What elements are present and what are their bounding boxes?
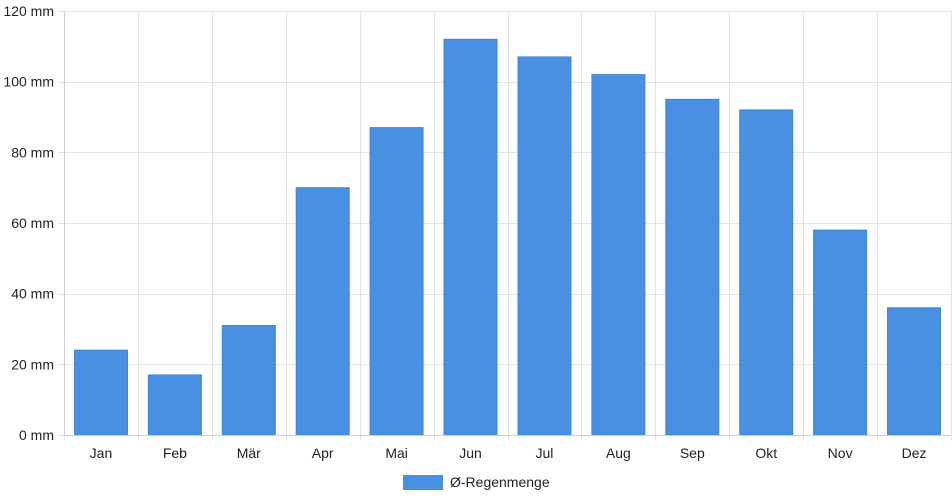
x-tick-label: Dez (902, 445, 927, 461)
bar-sep (665, 98, 720, 436)
x-tick-label: Jan (90, 445, 113, 461)
bars (74, 38, 941, 436)
x-tick-label: Okt (755, 445, 777, 461)
bar-mai (369, 127, 424, 436)
y-tick-label: 40 mm (11, 286, 54, 302)
legend-label: Ø-Regenmenge (450, 474, 550, 490)
legend-swatch (403, 475, 443, 490)
grid-lines (58, 11, 952, 441)
x-tick-labels: Jan Feb Mär Apr Mai Jun Jul Aug Sep Okt Nov Dez (90, 445, 927, 461)
bar-okt (739, 109, 794, 436)
x-tick-label: Jun (459, 445, 482, 461)
y-tick-label: 80 mm (11, 144, 54, 160)
y-tick-label: 0 mm (19, 427, 54, 443)
y-tick-label: 120 mm (3, 3, 54, 19)
bar-aug (591, 74, 646, 436)
legend: Ø-Regenmenge (403, 474, 550, 490)
bar-mär (221, 325, 276, 436)
bar-feb (147, 374, 202, 436)
x-tick-label: Mär (237, 445, 261, 461)
y-tick-label: 100 mm (3, 74, 54, 90)
bar-jun (443, 38, 498, 436)
bar-nov (813, 229, 868, 436)
x-tick-label: Apr (312, 445, 334, 461)
x-tick-label: Feb (163, 445, 187, 461)
bar-apr (295, 187, 350, 436)
x-tick-label: Aug (606, 445, 631, 461)
x-tick-label: Nov (828, 445, 853, 461)
y-tick-label: 20 mm (11, 356, 54, 372)
bar-dez (887, 307, 941, 436)
x-tick-label: Mai (385, 445, 408, 461)
bar-jul (517, 56, 572, 436)
y-tick-labels: 0 mm 20 mm 40 mm 60 mm 80 mm 100 mm 120 mm (3, 3, 54, 443)
x-tick-label: Jul (536, 445, 554, 461)
x-tick-label: Sep (680, 445, 705, 461)
y-tick-label: 60 mm (11, 215, 54, 231)
bar-jan (74, 349, 128, 436)
axes (64, 11, 951, 436)
